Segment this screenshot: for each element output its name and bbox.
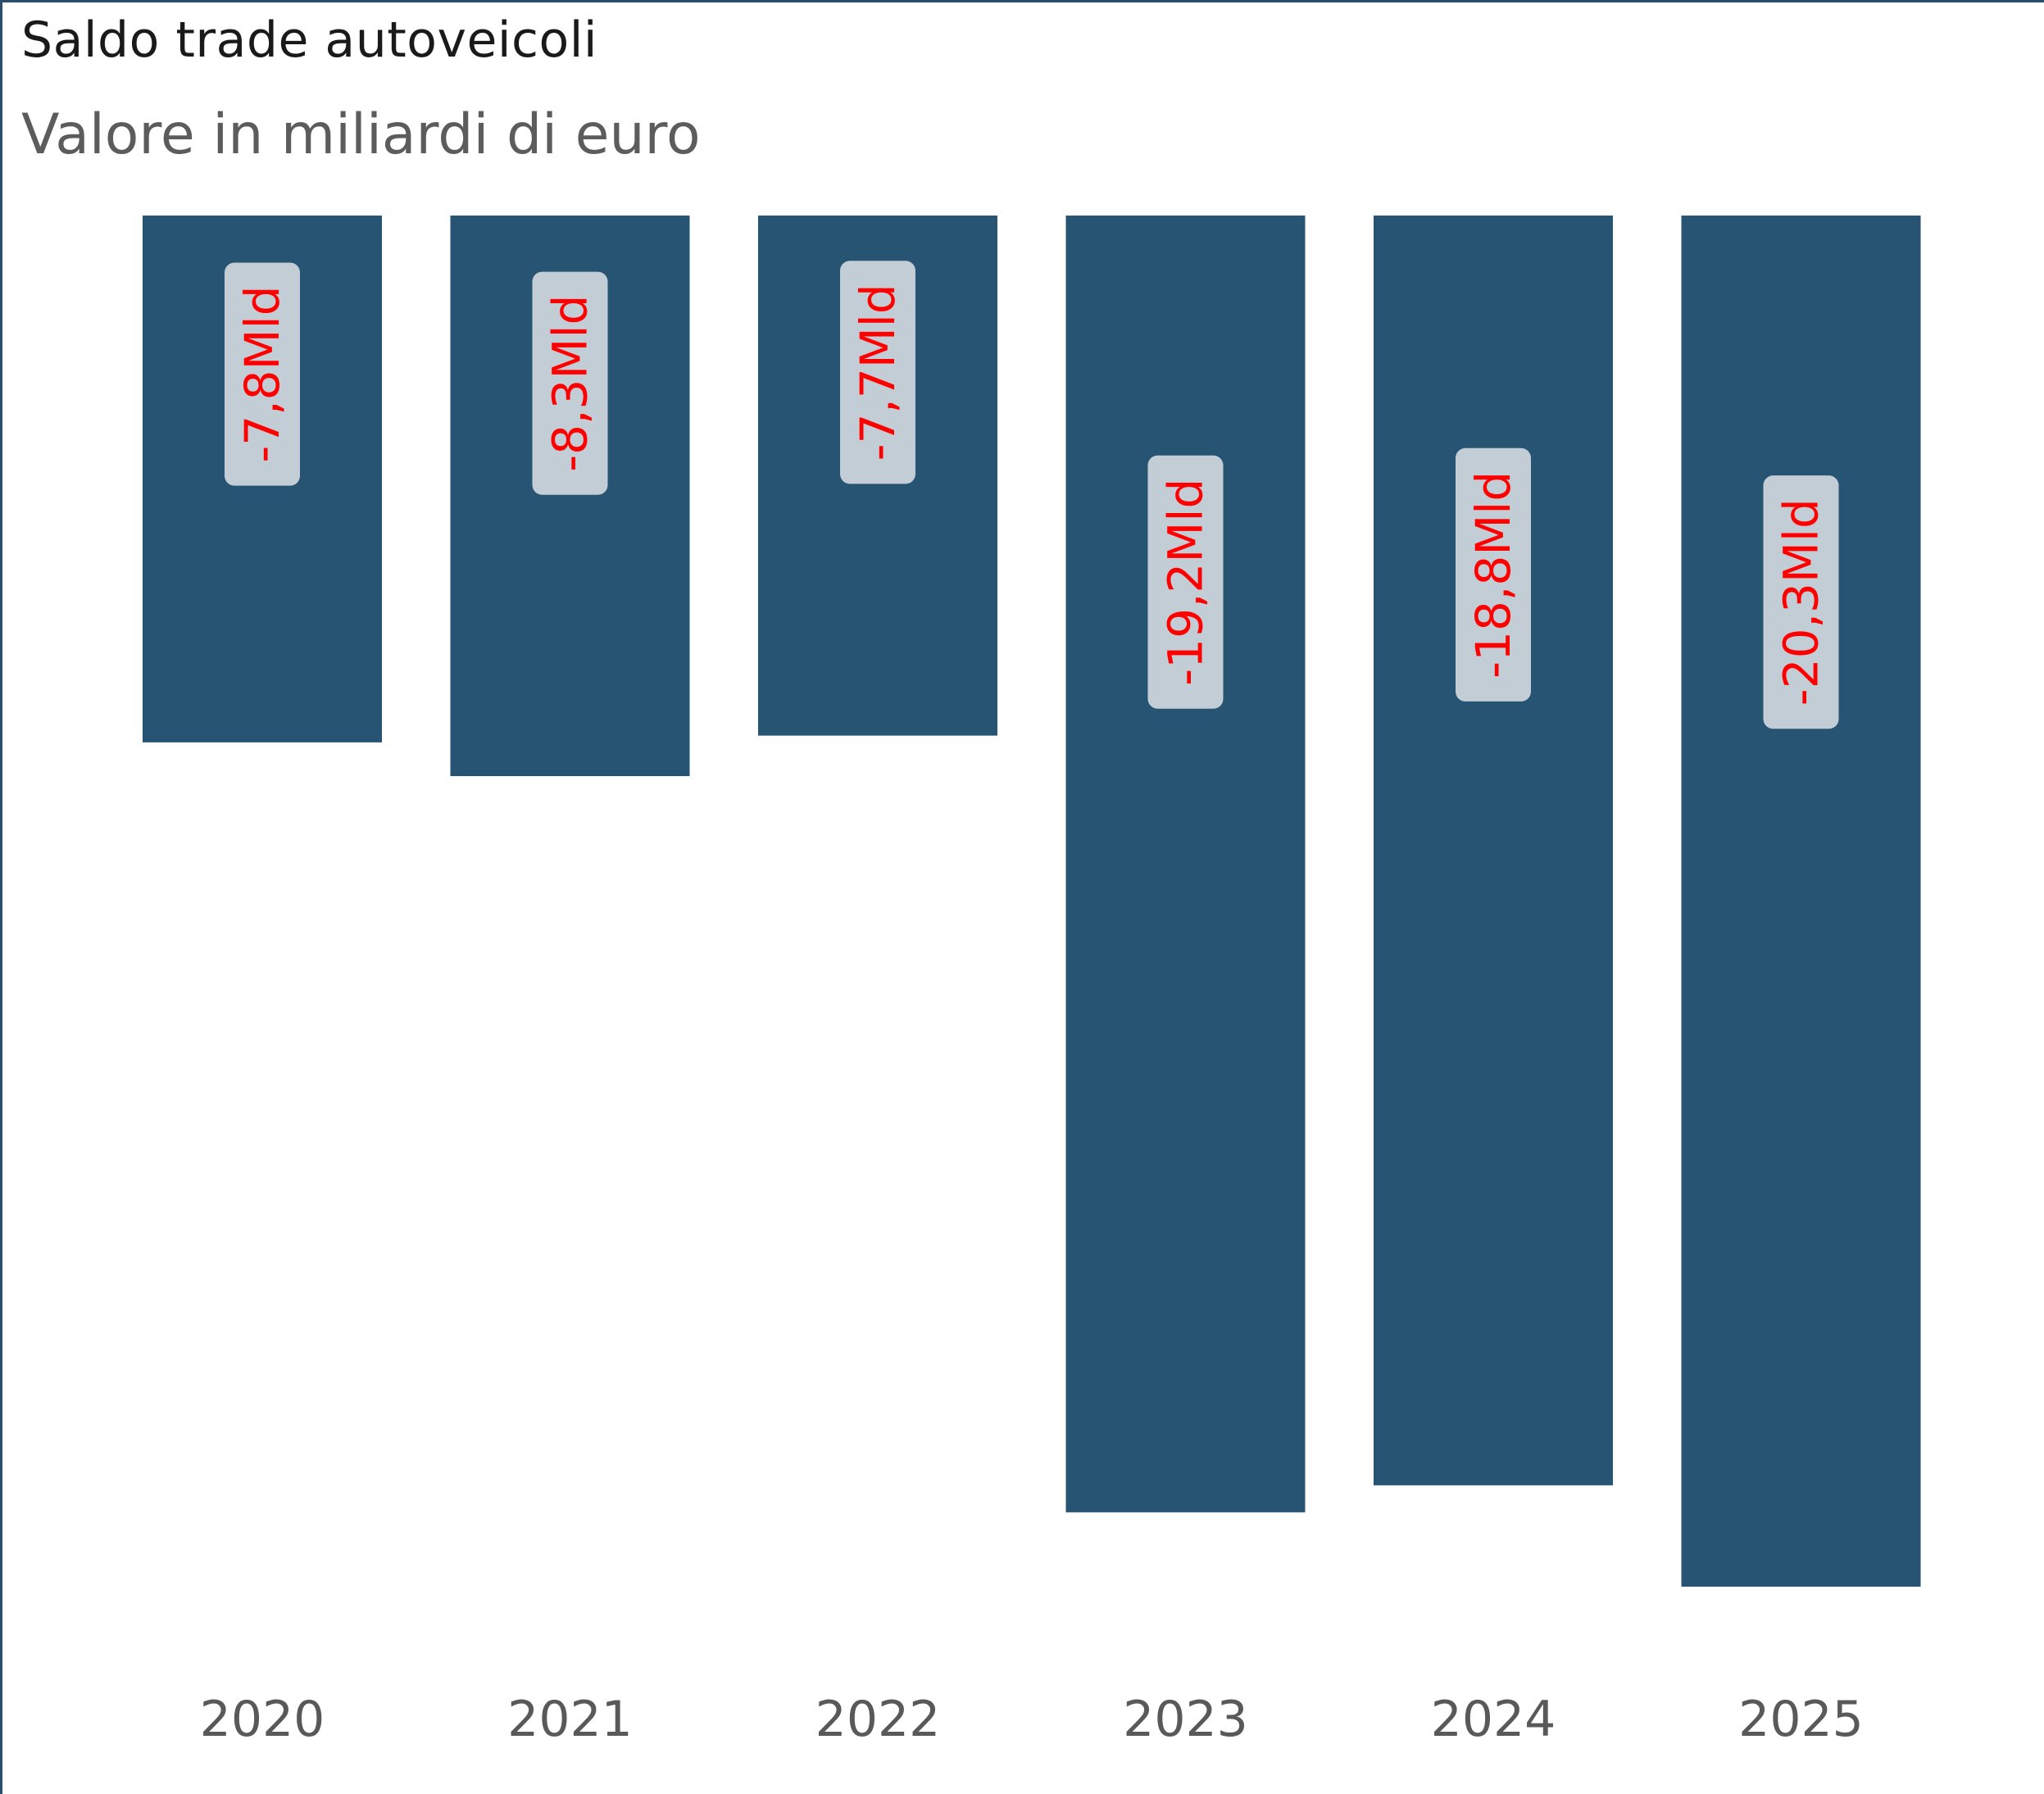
chart-title: Saldo trade autoveicoli (21, 11, 598, 69)
x-tick-label-2025: 2025 (1738, 1691, 1864, 1748)
data-label-2020: -7,8Mld (225, 262, 300, 486)
x-tick-label-2022: 2022 (815, 1691, 941, 1748)
x-tick-label-2021: 2021 (507, 1691, 633, 1748)
bar-2024 (1374, 216, 1613, 1486)
data-label-background (1456, 447, 1531, 702)
data-label-text: -18,8Mld (1465, 471, 1521, 679)
data-label-background (225, 262, 300, 486)
data-label-text: -20,3Mld (1774, 498, 1829, 706)
data-label-2024: -18,8Mld (1456, 447, 1531, 702)
data-label-background (840, 261, 915, 484)
x-tick-label-2023: 2023 (1123, 1691, 1248, 1748)
data-label-text: -19,2Mld (1158, 479, 1214, 686)
data-label-2025: -20,3Mld (1763, 475, 1839, 729)
bar-2023 (1065, 216, 1306, 1513)
bar-2025 (1681, 216, 1921, 1587)
data-label-2021: -8,3Mld (532, 271, 608, 495)
data-label-background (532, 271, 608, 495)
data-label-2022: -7,7Mld (840, 261, 915, 484)
x-tick-label-2020: 2020 (200, 1691, 325, 1748)
chart-subtitle: Valore in miliardi di euro (21, 102, 701, 167)
data-label-text: -7,7Mld (850, 284, 906, 461)
data-label-text: -7,8Mld (234, 285, 290, 462)
data-label-background (1763, 475, 1839, 729)
data-label-text: -8,3Mld (543, 295, 598, 472)
data-label-background (1147, 455, 1224, 709)
data-label-2023: -19,2Mld (1147, 455, 1224, 709)
x-tick-label-2024: 2024 (1431, 1691, 1556, 1748)
